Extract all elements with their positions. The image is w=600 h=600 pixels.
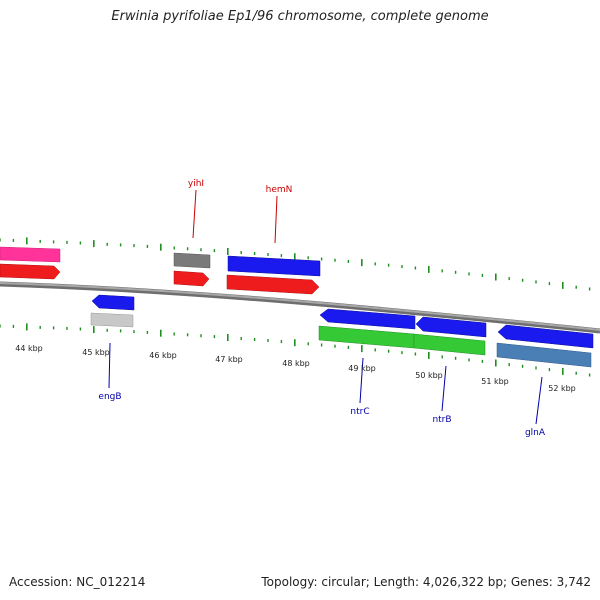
pink-rna-feature: [0, 246, 61, 263]
inner-tick-ring: [0, 323, 591, 377]
kbp-label: 49 kbp: [348, 364, 376, 373]
yihI-leader-line: [192, 189, 197, 239]
gene-label-glnA: glnA: [525, 428, 546, 438]
hemN-leader-line: [274, 195, 278, 244]
genome-stats-text: Topology: circular; Length: 4,026,322 bp…: [261, 575, 591, 589]
gene-label-yihI: yihI: [188, 179, 204, 189]
kbp-label: 48 kbp: [282, 359, 310, 368]
engB-leader-line: [108, 342, 111, 389]
hemN-gene-arrow: [226, 274, 320, 295]
gene-label-hemN: hemN: [266, 185, 293, 195]
ntrC-leader-line: [359, 357, 364, 404]
chromosome-backbone-highlight: [0, 282, 600, 331]
gene-arrow-forward: [0, 263, 61, 280]
gene-label-engB: engB: [98, 392, 121, 402]
kbp-label: 44 kbp: [15, 344, 43, 353]
engB-feature: [90, 312, 134, 328]
glnA-feature: [496, 342, 592, 368]
accession-text: Accession: NC_012214: [9, 575, 146, 589]
engB-gene-arrow: [91, 294, 135, 311]
gene-label-ntrB: ntrB: [432, 415, 451, 425]
glnA-leader-line: [535, 376, 543, 425]
kbp-label: 45 kbp: [82, 348, 110, 357]
kbp-label: 52 kbp: [548, 384, 576, 393]
map-title: Erwinia pyrifoliae Ep1/96 chromosome, co…: [111, 9, 489, 24]
kbp-label: 47 kbp: [215, 355, 243, 364]
kbp-label: 51 kbp: [481, 377, 509, 386]
kbp-label: 46 kbp: [149, 351, 177, 360]
hemN-feature: [227, 255, 321, 277]
ntrB-feature: [413, 333, 486, 356]
ntrB-gene-arrow: [415, 316, 487, 338]
glnA-gene-arrow: [497, 324, 594, 349]
gene-label-ntrC: ntrC: [350, 407, 369, 417]
yihI-gene-arrow: [173, 270, 210, 287]
outer-tick-ring: [0, 237, 591, 291]
kbp-label: 50 kbp: [415, 371, 443, 380]
yihI-feature: [173, 252, 211, 269]
ntrC-gene-arrow: [319, 308, 416, 330]
ntrB-leader-line: [441, 365, 447, 412]
ntrC-feature: [318, 325, 415, 349]
